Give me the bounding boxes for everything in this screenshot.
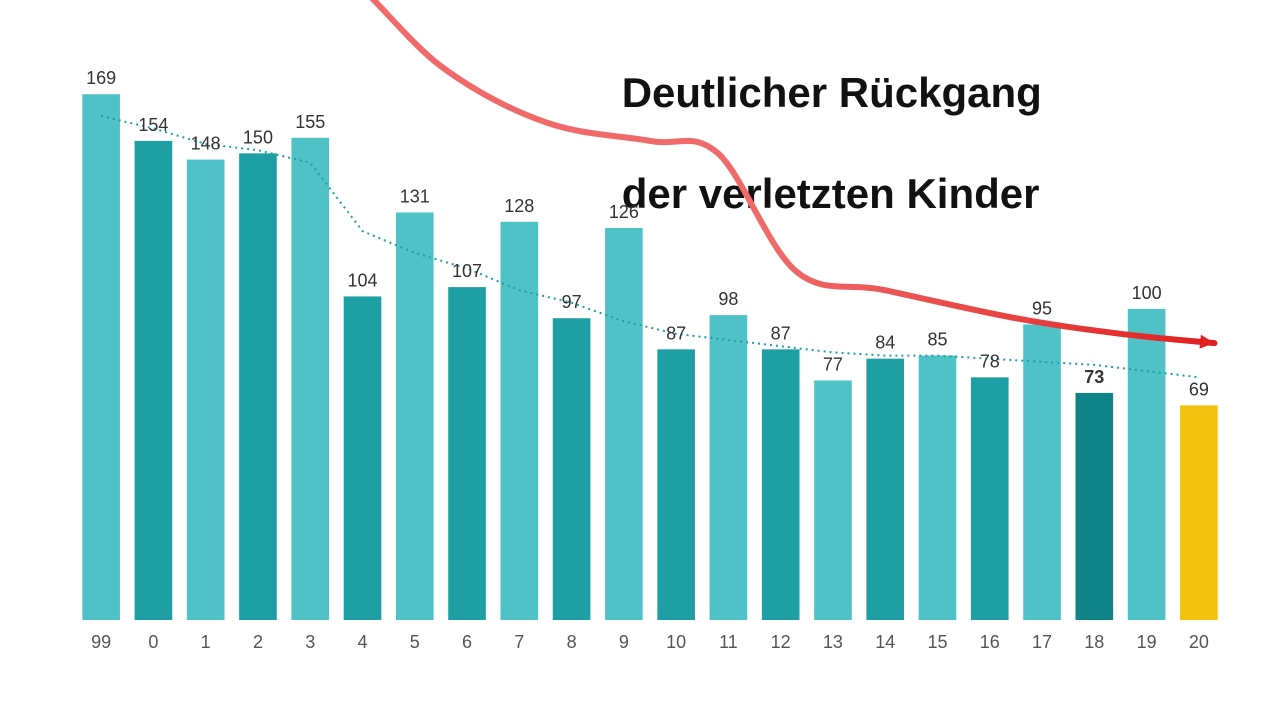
x-axis-label: 17 — [1032, 632, 1052, 652]
x-axis-label: 12 — [771, 632, 791, 652]
bar-value-label: 97 — [562, 292, 582, 312]
x-axis-label: 18 — [1084, 632, 1104, 652]
bar-value-label: 169 — [86, 68, 116, 88]
bar — [710, 315, 748, 620]
bar-value-label: 78 — [980, 351, 1000, 371]
bar-value-label: 84 — [875, 333, 895, 353]
x-axis-label: 13 — [823, 632, 843, 652]
bar — [1023, 324, 1061, 620]
bar-value-label: 95 — [1032, 298, 1052, 318]
x-axis-label: 2 — [253, 632, 263, 652]
bar — [971, 377, 1009, 620]
x-axis-label: 4 — [357, 632, 367, 652]
x-axis-label: 19 — [1137, 632, 1157, 652]
x-axis-label: 3 — [305, 632, 315, 652]
bar-value-label: 148 — [191, 134, 221, 154]
bar-value-label: 131 — [400, 186, 430, 206]
x-axis-label: 20 — [1189, 632, 1209, 652]
bar-value-label: 150 — [243, 127, 273, 147]
bar-value-label: 85 — [927, 330, 947, 350]
bar-value-label: 87 — [771, 323, 791, 343]
bar-value-label: 73 — [1084, 367, 1104, 387]
x-axis-labels: 9901234567891011121314151617181920 — [91, 632, 1209, 652]
x-axis-label: 99 — [91, 632, 111, 652]
bar — [657, 349, 695, 620]
x-axis-label: 8 — [567, 632, 577, 652]
x-axis-label: 7 — [514, 632, 524, 652]
bar — [187, 160, 225, 620]
bar — [135, 141, 173, 620]
chart-container: Deutlicher Rückgang der verletzten Kinde… — [0, 0, 1279, 709]
bar — [448, 287, 486, 620]
bar — [762, 349, 800, 620]
bar-value-label: 128 — [504, 196, 534, 216]
x-axis-label: 14 — [875, 632, 895, 652]
bar-value-label: 98 — [718, 289, 738, 309]
bar-value-label: 154 — [138, 115, 168, 135]
bar-value-label: 69 — [1189, 379, 1209, 399]
bar — [919, 356, 957, 620]
x-axis-label: 11 — [719, 632, 738, 652]
bar — [1076, 393, 1114, 620]
x-axis-label: 5 — [410, 632, 420, 652]
bar — [291, 138, 329, 620]
x-axis-label: 10 — [666, 632, 686, 652]
bar-value-label: 155 — [295, 112, 325, 132]
bar-value-label: 107 — [452, 261, 482, 281]
bar-value-label: 100 — [1132, 283, 1162, 303]
bar-value-label: 126 — [609, 202, 639, 222]
bar — [239, 153, 277, 620]
x-axis-label: 1 — [201, 632, 211, 652]
bar — [553, 318, 591, 620]
bar — [1180, 405, 1218, 620]
bar — [814, 380, 852, 620]
bar-value-label: 87 — [666, 323, 686, 343]
bar — [396, 212, 434, 620]
bar — [866, 359, 904, 620]
x-axis-label: 9 — [619, 632, 629, 652]
x-axis-label: 15 — [927, 632, 947, 652]
chart-svg: 1691541481501551041311071289712687988777… — [0, 0, 1279, 709]
x-axis-label: 16 — [980, 632, 1000, 652]
bar — [344, 296, 382, 620]
bar-value-label: 104 — [347, 270, 377, 290]
x-axis-label: 0 — [148, 632, 158, 652]
bar-value-label: 77 — [823, 354, 843, 374]
bar — [501, 222, 539, 620]
x-axis-label: 6 — [462, 632, 472, 652]
bar — [1128, 309, 1166, 620]
bars-group — [82, 94, 1217, 620]
bar — [82, 94, 120, 620]
bar — [605, 228, 643, 620]
